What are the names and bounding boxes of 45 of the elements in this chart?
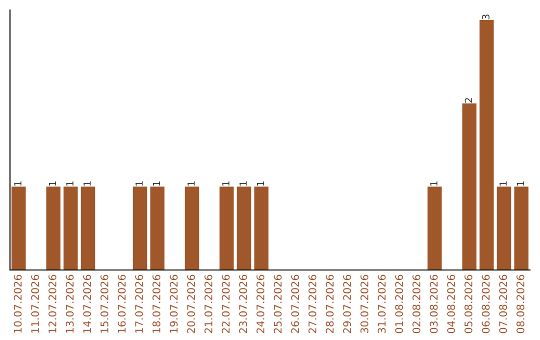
x-tick-label: 04.08.2026	[447, 274, 456, 334]
x-tick-label: 19.07.2026	[170, 274, 178, 333]
x-tick-label: 27.07.2026	[308, 274, 316, 334]
x-tick-label: 10.07.2026	[14, 274, 22, 333]
x-tick-label: 18.07.2026	[152, 274, 160, 333]
data-label: 1	[430, 181, 438, 186]
x-tick-label: 13.07.2026	[66, 274, 74, 333]
data-label: 1	[500, 181, 507, 186]
x-tick-label: 22.07.2026	[222, 274, 230, 334]
x-tick-label: 26.07.2026	[291, 274, 300, 334]
data-label: 1	[240, 181, 247, 186]
x-tick-label: 21.07.2026	[204, 274, 212, 334]
x-tick-label: 17.07.2026	[135, 274, 144, 333]
x-tick-label: 23.07.2026	[239, 274, 248, 334]
x-tick-label: 16.07.2026	[118, 274, 126, 333]
x-tick-label: 24.07.2026	[256, 274, 264, 334]
data-label: 1	[66, 181, 74, 186]
x-tick-label: 28.07.2026	[326, 274, 334, 334]
data-label: 1	[136, 181, 143, 186]
x-tick-label: 12.07.2026	[48, 274, 56, 333]
data-label: 1	[84, 181, 91, 186]
x-tick-label: 31.07.2026	[378, 274, 386, 334]
x-tick-label: 30.07.2026	[360, 274, 368, 334]
data-label: 1	[48, 181, 56, 186]
x-tick-label: 20.07.2026	[187, 274, 196, 334]
x-tick-label: 11.07.2026	[31, 274, 40, 333]
data-label: 1	[222, 181, 230, 186]
x-tick-label: 01.08.2026	[395, 274, 404, 334]
x-tick-label: 02.08.2026	[412, 274, 420, 334]
x-tick-label: 15.07.2026	[100, 274, 108, 333]
data-label: 3	[482, 14, 490, 20]
x-tick-label: 14.07.2026	[83, 274, 92, 333]
data-label: 1	[256, 181, 264, 186]
x-tick-label: 06.08.2026	[482, 274, 490, 334]
x-tick-label: 03.08.2026	[430, 274, 438, 334]
x-tick-label: 05.08.2026	[464, 274, 472, 334]
data-label: 1	[188, 181, 195, 186]
x-tick-label: 08.08.2026	[516, 274, 524, 334]
x-tick-label: 07.08.2026	[499, 274, 508, 334]
data-label: 2	[464, 98, 472, 103]
data-label: 1	[14, 181, 22, 186]
x-tick-label: 29.07.2026	[343, 274, 352, 334]
data-label: 1	[152, 181, 160, 186]
data-label: 1	[516, 181, 524, 186]
x-tick-label: 25.07.2026	[274, 274, 282, 334]
